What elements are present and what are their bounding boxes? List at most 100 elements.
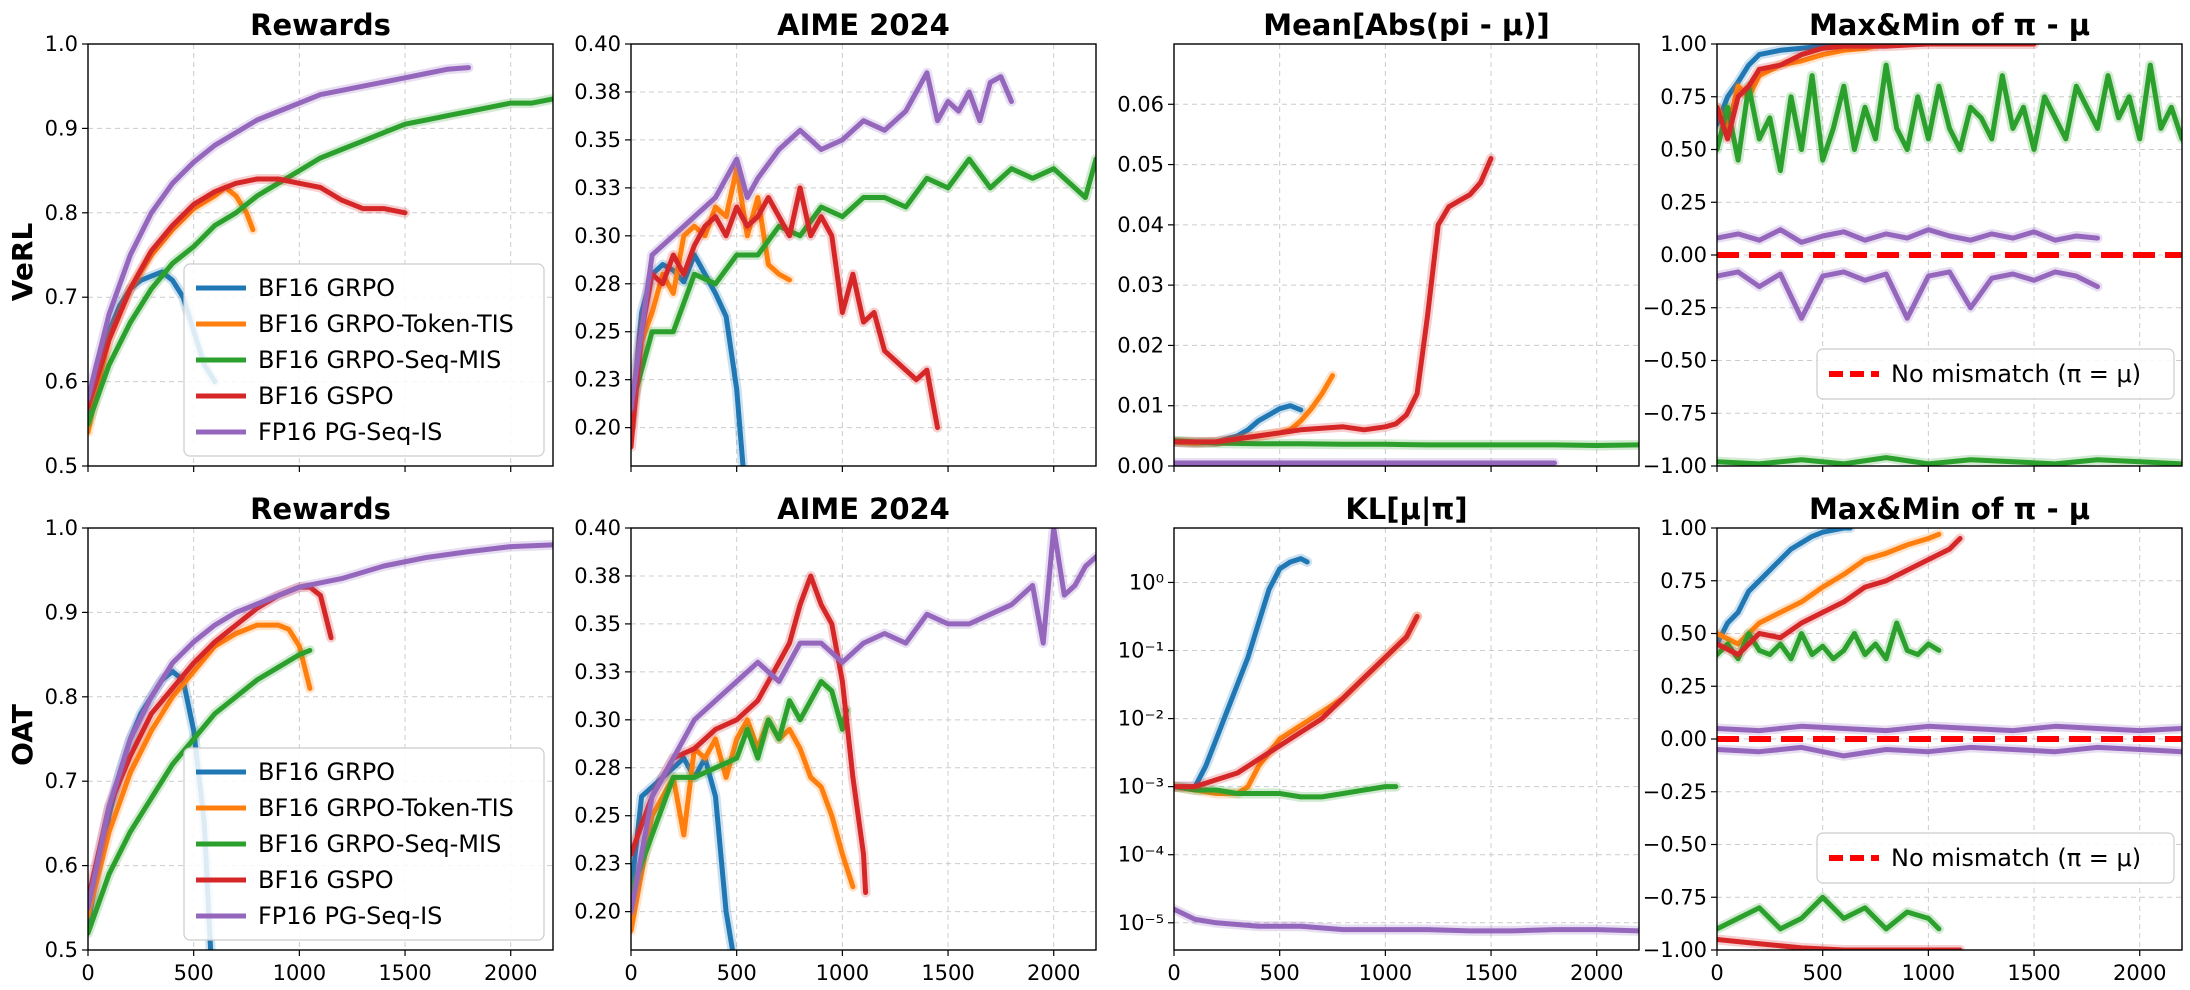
series-bf16-grpo-seq-mis: [1717, 62, 2182, 174]
x-tick-label: 500: [1260, 961, 1300, 985]
y-tick-label: 0.20: [574, 900, 621, 924]
plot-frame: [1716, 527, 2183, 951]
x-tick-label: 1000: [1359, 961, 1412, 985]
series-fp16-pg-seq-is: [88, 65, 471, 401]
series-bf16-grpo-seq-mis: [631, 679, 850, 895]
panel-title: Max&Min of π - μ: [1809, 492, 2090, 526]
x-tick-label: 0: [624, 961, 637, 985]
series-bf16-grpo-seq-mis: [1717, 455, 2182, 466]
y-tick-label: 0.7: [45, 285, 78, 309]
legend-label-no-mismatch: No mismatch (π = μ): [1891, 360, 2141, 388]
plot-frame: [87, 527, 554, 951]
series-group: [1717, 528, 2182, 950]
panel-verl-mean-abs-pi: 0.00 0.01 0.02 0.03 0.04 0.05 0.06 Mean[Abs(pi …: [1117, 8, 1640, 478]
series-fp16-pg-seq-is: [1717, 227, 2100, 245]
y-tick-label: 0.50: [1660, 138, 1707, 162]
y-tick-label: 0.8: [45, 685, 78, 709]
panel-title: AIME 2024: [777, 8, 950, 42]
y-tick-label: 10⁻³: [1118, 775, 1164, 799]
y-tick-label: 10⁻⁴: [1118, 843, 1164, 867]
y-tick-label: 10⁻¹: [1118, 639, 1164, 663]
y-tick-label: 0.06: [1117, 92, 1164, 116]
y-tick-label: 0.30: [574, 224, 621, 248]
x-tick-label: 2000: [484, 961, 537, 985]
y-tick-label: 1.0: [45, 516, 78, 540]
series-fp16-pg-seq-is: [1717, 723, 2182, 734]
panel-title: Rewards: [250, 492, 391, 526]
y-tick-label: −1.00: [1643, 938, 1707, 962]
series-bf16-grpo: [1717, 528, 1853, 647]
legend-label-bf16-grpo-seq-mis: BF16 GRPO-Seq-MIS: [258, 830, 501, 858]
y-tick-label: 10⁰: [1129, 570, 1164, 594]
legend-box: [1816, 348, 2175, 400]
series-bf16-gspo: [1174, 614, 1420, 790]
series-fp16-pg-seq-is: [1717, 269, 2100, 321]
x-tick-label: 500: [174, 961, 214, 985]
panel-title: Rewards: [250, 8, 391, 42]
panel-oat-rewards: 0.5 0.6 0.7 0.8 0.9 1.0 0 500 1000 1500 2000 Reward…: [45, 492, 554, 985]
x-tick-label: 1500: [1464, 961, 1517, 985]
y-tick-label: 0.00: [1117, 454, 1164, 478]
y-tick-label: 0.23: [574, 852, 621, 876]
y-tick-label: 0.9: [45, 600, 78, 624]
x-tick-label: 1500: [921, 961, 974, 985]
legend-label-bf16-grpo-seq-mis: BF16 GRPO-Seq-MIS: [258, 346, 501, 374]
series-bf16-grpo-seq-mis: [1717, 894, 1942, 932]
series-group: [88, 539, 553, 950]
y-tick-label: 0.05: [1117, 153, 1164, 177]
x-tick-label: 2000: [2113, 961, 2166, 985]
panel-oat-aime-2024: 0.20 0.23 0.25 0.28 0.30 0.33 0.35 0.38 0.40 0 500…: [574, 492, 1097, 985]
y-tick-label: 0.5: [45, 938, 78, 962]
series-fp16-pg-seq-is: [1717, 744, 2182, 759]
series-bf16-grpo-seq-mis: [88, 96, 553, 427]
y-tick-label: 0.8: [45, 201, 78, 225]
legend-box: [183, 747, 545, 941]
plot-frame: [1173, 43, 1640, 467]
legend-box: [1816, 832, 2175, 884]
x-tick-label: 0: [81, 961, 94, 985]
panel-verl-max-min-of: −1.00 −0.75 −0.50 −0.25 0.00 0.25 0.50 0.75 1.00…: [1643, 8, 2183, 478]
series-bf16-grpo-token-tis: [88, 622, 313, 919]
series-bf16-gspo: [631, 185, 940, 450]
series-group: [631, 67, 1096, 466]
y-tick-label: 0.00: [1660, 243, 1707, 267]
y-tick-label: −0.50: [1643, 833, 1707, 857]
legend-label-fp16-pg-seq-is: FP16 PG-Seq-IS: [258, 418, 442, 446]
legend-label-bf16-gspo: BF16 GSPO: [258, 866, 394, 894]
y-tick-label: 0.28: [574, 756, 621, 780]
series-group: [1174, 153, 1639, 466]
y-tick-label: 0.33: [574, 176, 621, 200]
panel-title: KL[μ|π]: [1345, 492, 1467, 526]
legend-label-bf16-gspo: BF16 GSPO: [258, 382, 394, 410]
series-bf16-grpo-seq-mis: [1174, 784, 1399, 800]
y-tick-label: 10⁻²: [1118, 707, 1164, 731]
series-bf16-gspo: [1717, 536, 1963, 658]
y-tick-label: 0.25: [1660, 190, 1707, 214]
y-tick-label: 10⁻⁵: [1118, 911, 1164, 935]
y-tick-label: 1.00: [1660, 516, 1707, 540]
x-tick-label: 1500: [2007, 961, 2060, 985]
x-tick-label: 1000: [816, 961, 869, 985]
y-tick-label: 0.25: [574, 804, 621, 828]
series-bf16-grpo: [631, 755, 735, 950]
legend-label-bf16-grpo: BF16 GRPO: [258, 274, 395, 302]
panel-verl-rewards: 0.5 0.6 0.7 0.8 0.9 1.0 Rewards BF16 GRPO BF16 G…: [45, 8, 554, 478]
panel-title: Mean[Abs(pi - μ)]: [1263, 8, 1550, 42]
panel-title: AIME 2024: [777, 492, 950, 526]
series-group: [1174, 553, 1639, 936]
x-tick-label: 1500: [378, 961, 431, 985]
series-bf16-grpo-seq-mis: [1174, 438, 1639, 448]
panel-title: Max&Min of π - μ: [1809, 8, 2090, 42]
y-tick-label: 0.20: [574, 416, 621, 440]
series-bf16-gspo-raw: [1174, 153, 1496, 447]
legend-label-no-mismatch: No mismatch (π = μ): [1891, 844, 2141, 872]
panel-verl-aime-2024: 0.20 0.23 0.25 0.28 0.30 0.33 0.35 0.38 0.40 AIME…: [574, 8, 1097, 472]
y-tick-label: −1.00: [1643, 454, 1707, 478]
panel-oat-kl: 10⁻⁵ 10⁻⁴ 10⁻³ 10⁻² 10⁻¹ 10⁰ 0 500 1000 1500 2000 K…: [1118, 492, 1640, 985]
y-tick-label: 1.00: [1660, 32, 1707, 56]
series-fp16-pg-seq-is: [631, 528, 1096, 915]
series-fp16-pg-seq-is: [88, 542, 553, 911]
series-bf16-grpo: [1174, 556, 1310, 790]
series-fp16-pg-seq-is-raw: [631, 67, 1017, 414]
